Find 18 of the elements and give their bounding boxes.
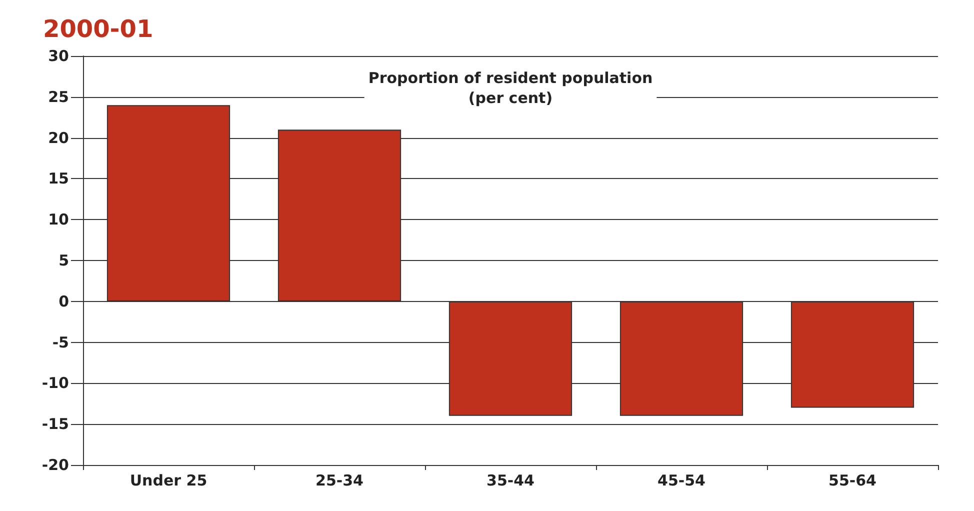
- x-tick-label: 55-64: [828, 472, 876, 490]
- y-tick-label: -15: [42, 415, 69, 434]
- y-tick-label: 15: [48, 170, 69, 188]
- y-tick-label: -5: [52, 333, 69, 352]
- y-tick-label: 10: [48, 210, 69, 229]
- y-tick-label: -10: [42, 374, 69, 392]
- y-tick-label: 5: [58, 252, 69, 270]
- y-tick-label: 25: [48, 88, 69, 106]
- x-tick-label: 35-44: [486, 472, 534, 490]
- x-tick-label: Under 25: [130, 472, 208, 490]
- annotation: Proportion of resident population (per cent): [368, 69, 653, 107]
- y-tick-label: 20: [48, 128, 69, 147]
- y-tick-label: 0: [58, 292, 69, 310]
- x-tick-label: 25-34: [316, 472, 364, 490]
- chart-title: 2000-01: [43, 15, 154, 43]
- y-tick-label: 30: [48, 47, 69, 65]
- x-tick-label: 45-54: [658, 472, 706, 490]
- y-tick-label: -20: [42, 456, 69, 474]
